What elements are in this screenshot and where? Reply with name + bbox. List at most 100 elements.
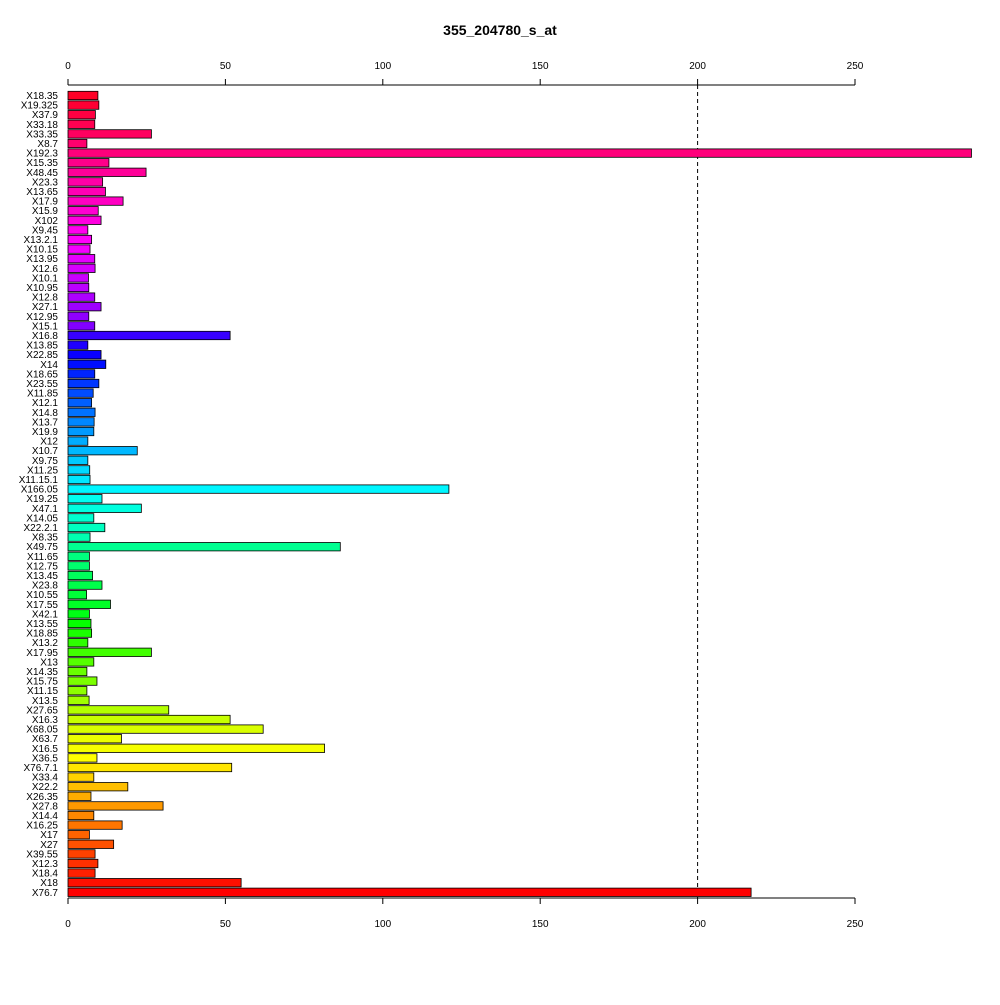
category-label: X27.65: [26, 705, 58, 716]
bar: [67, 167, 147, 177]
bar: [67, 657, 95, 667]
bar: [67, 580, 103, 590]
category-label: X22.2.1: [24, 523, 59, 534]
category-label: X14.8: [32, 408, 59, 419]
category-label: X23.3: [32, 177, 59, 188]
bar: [67, 282, 90, 293]
category-label: X12.1: [32, 398, 59, 409]
category-label: X11.15.1: [19, 475, 59, 486]
bar: [67, 100, 100, 110]
category-label: X12.8: [32, 293, 59, 304]
bar: [67, 513, 95, 523]
category-label: X13.85: [26, 341, 58, 352]
category-label: X12.3: [32, 859, 59, 870]
bar: [67, 494, 103, 504]
bar: [67, 705, 170, 715]
category-label: X14: [40, 360, 58, 371]
x-tick-label-top: 200: [689, 61, 706, 72]
category-label: X26.35: [26, 792, 58, 803]
category-label: X17.9: [32, 197, 59, 208]
bar: [67, 628, 93, 638]
category-label: X23.8: [32, 581, 59, 592]
category-label: X18.4: [32, 869, 59, 880]
bar: [67, 810, 95, 821]
x-tick-label-bottom: 50: [220, 919, 232, 930]
x-tick-label-bottom: 100: [374, 919, 391, 930]
bar: [67, 321, 96, 331]
category-label: X27.8: [32, 801, 59, 812]
bar: [67, 590, 87, 600]
bar: [67, 522, 106, 533]
category-label: X16.25: [26, 821, 58, 832]
category-label: X48.45: [26, 168, 58, 179]
category-label: X11.85: [27, 389, 58, 400]
category-label: X47.1: [32, 504, 59, 515]
bar: [67, 234, 93, 245]
category-label: X76.7: [32, 888, 59, 899]
bar: [67, 215, 102, 225]
bar: [67, 388, 94, 398]
category-label: X11.15: [27, 686, 58, 697]
bar: [67, 398, 93, 408]
category-label: X9.45: [32, 225, 59, 236]
category-label: X14.05: [26, 513, 58, 524]
category-label: X12.75: [26, 561, 58, 572]
category-label: X18.85: [26, 629, 58, 640]
category-label: X15.75: [26, 677, 58, 688]
bar: [67, 830, 90, 840]
bar: [67, 302, 102, 312]
bar: [67, 542, 341, 552]
bar: [67, 225, 89, 235]
bar: [67, 417, 95, 427]
category-label: X14.4: [32, 811, 59, 822]
bar: [67, 378, 100, 389]
x-tick-label-bottom: 0: [65, 919, 71, 930]
category-label: X39.55: [26, 849, 58, 860]
bar: [67, 446, 138, 456]
bar: [67, 110, 96, 120]
category-label: X13: [40, 657, 58, 668]
bar: [67, 599, 111, 609]
bar: [67, 119, 96, 129]
bar: [67, 532, 91, 542]
bar: [67, 369, 96, 379]
category-label: X22.85: [26, 350, 58, 361]
bar: [67, 292, 96, 302]
category-label: X8.7: [37, 139, 58, 150]
bar: [67, 350, 102, 360]
category-label: X13.5: [32, 696, 59, 707]
bar: [67, 551, 90, 561]
bar: [67, 206, 99, 216]
category-label: X12.95: [26, 312, 58, 323]
bar: [67, 887, 752, 897]
category-label: X18.35: [26, 91, 58, 102]
bar: [67, 858, 99, 869]
category-label: X18: [40, 878, 58, 889]
category-label: X68.05: [26, 725, 58, 736]
category-label: X15.1: [32, 321, 59, 332]
bar: [67, 436, 89, 446]
category-label: X22.2: [32, 782, 59, 793]
x-tick-label-bottom: 200: [689, 919, 706, 930]
bar: [67, 801, 164, 811]
bar: [67, 359, 107, 369]
bar: [67, 196, 124, 206]
bar: [67, 849, 96, 859]
x-tick-label-bottom: 250: [847, 919, 864, 930]
bar: [67, 695, 90, 705]
category-label: X13.7: [32, 417, 59, 428]
category-label: X13.95: [26, 254, 58, 265]
category-label: X33.35: [26, 129, 58, 140]
category-label: X19.325: [21, 101, 59, 112]
category-label: X16.5: [32, 744, 59, 755]
category-label: X27: [40, 840, 58, 851]
bar: [67, 90, 99, 101]
category-label: X16.8: [32, 331, 59, 342]
bar: [67, 609, 90, 619]
category-label: X11.25: [27, 465, 58, 476]
category-label: X15.35: [26, 158, 58, 169]
category-label: X37.9: [32, 110, 59, 121]
category-label: X42.1: [32, 609, 59, 620]
